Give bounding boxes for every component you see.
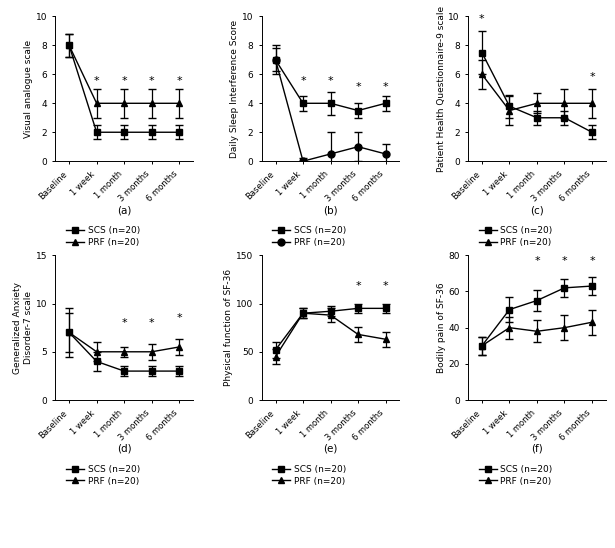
Text: (e): (e) bbox=[323, 444, 338, 454]
Text: *: * bbox=[149, 318, 154, 328]
Text: *: * bbox=[177, 313, 182, 323]
Text: *: * bbox=[589, 256, 595, 266]
Text: *: * bbox=[355, 82, 361, 92]
Text: *: * bbox=[300, 76, 306, 86]
Legend: SCS (n=20), PRF (n=20): SCS (n=20), PRF (n=20) bbox=[66, 226, 140, 247]
Text: *: * bbox=[94, 76, 100, 86]
Text: *: * bbox=[534, 256, 540, 266]
Text: *: * bbox=[383, 281, 389, 291]
Y-axis label: Visual analogue scale: Visual analogue scale bbox=[24, 40, 33, 138]
Y-axis label: Daily Sleep Interference Score: Daily Sleep Interference Score bbox=[230, 20, 239, 158]
Y-axis label: Physical function of SF-36: Physical function of SF-36 bbox=[224, 269, 234, 386]
Legend: SCS (n=20), PRF (n=20): SCS (n=20), PRF (n=20) bbox=[66, 465, 140, 486]
Text: *: * bbox=[177, 76, 182, 86]
Text: *: * bbox=[561, 256, 567, 266]
Text: *: * bbox=[479, 14, 485, 24]
Legend: SCS (n=20), PRF (n=20): SCS (n=20), PRF (n=20) bbox=[479, 226, 553, 247]
Text: *: * bbox=[589, 72, 595, 82]
Text: *: * bbox=[121, 318, 127, 328]
Text: (c): (c) bbox=[530, 205, 544, 215]
Legend: SCS (n=20), PRF (n=20): SCS (n=20), PRF (n=20) bbox=[479, 465, 553, 486]
Text: *: * bbox=[355, 281, 361, 291]
Y-axis label: Patient Health Questionnaire-9 scale: Patient Health Questionnaire-9 scale bbox=[437, 6, 445, 172]
Text: (d): (d) bbox=[117, 444, 132, 454]
Y-axis label: Bodily pain of SF-36: Bodily pain of SF-36 bbox=[437, 282, 445, 373]
Legend: SCS (n=20), PRF (n=20): SCS (n=20), PRF (n=20) bbox=[272, 226, 346, 247]
Legend: SCS (n=20), PRF (n=20): SCS (n=20), PRF (n=20) bbox=[272, 465, 346, 486]
Text: *: * bbox=[121, 76, 127, 86]
Text: *: * bbox=[328, 76, 333, 86]
Text: (a): (a) bbox=[117, 205, 132, 215]
Text: (f): (f) bbox=[531, 444, 543, 454]
Text: *: * bbox=[383, 82, 389, 92]
Text: (b): (b) bbox=[323, 205, 338, 215]
Y-axis label: Generalized Anxiety
Disorder-7 scale: Generalized Anxiety Disorder-7 scale bbox=[14, 282, 33, 374]
Text: *: * bbox=[149, 76, 154, 86]
